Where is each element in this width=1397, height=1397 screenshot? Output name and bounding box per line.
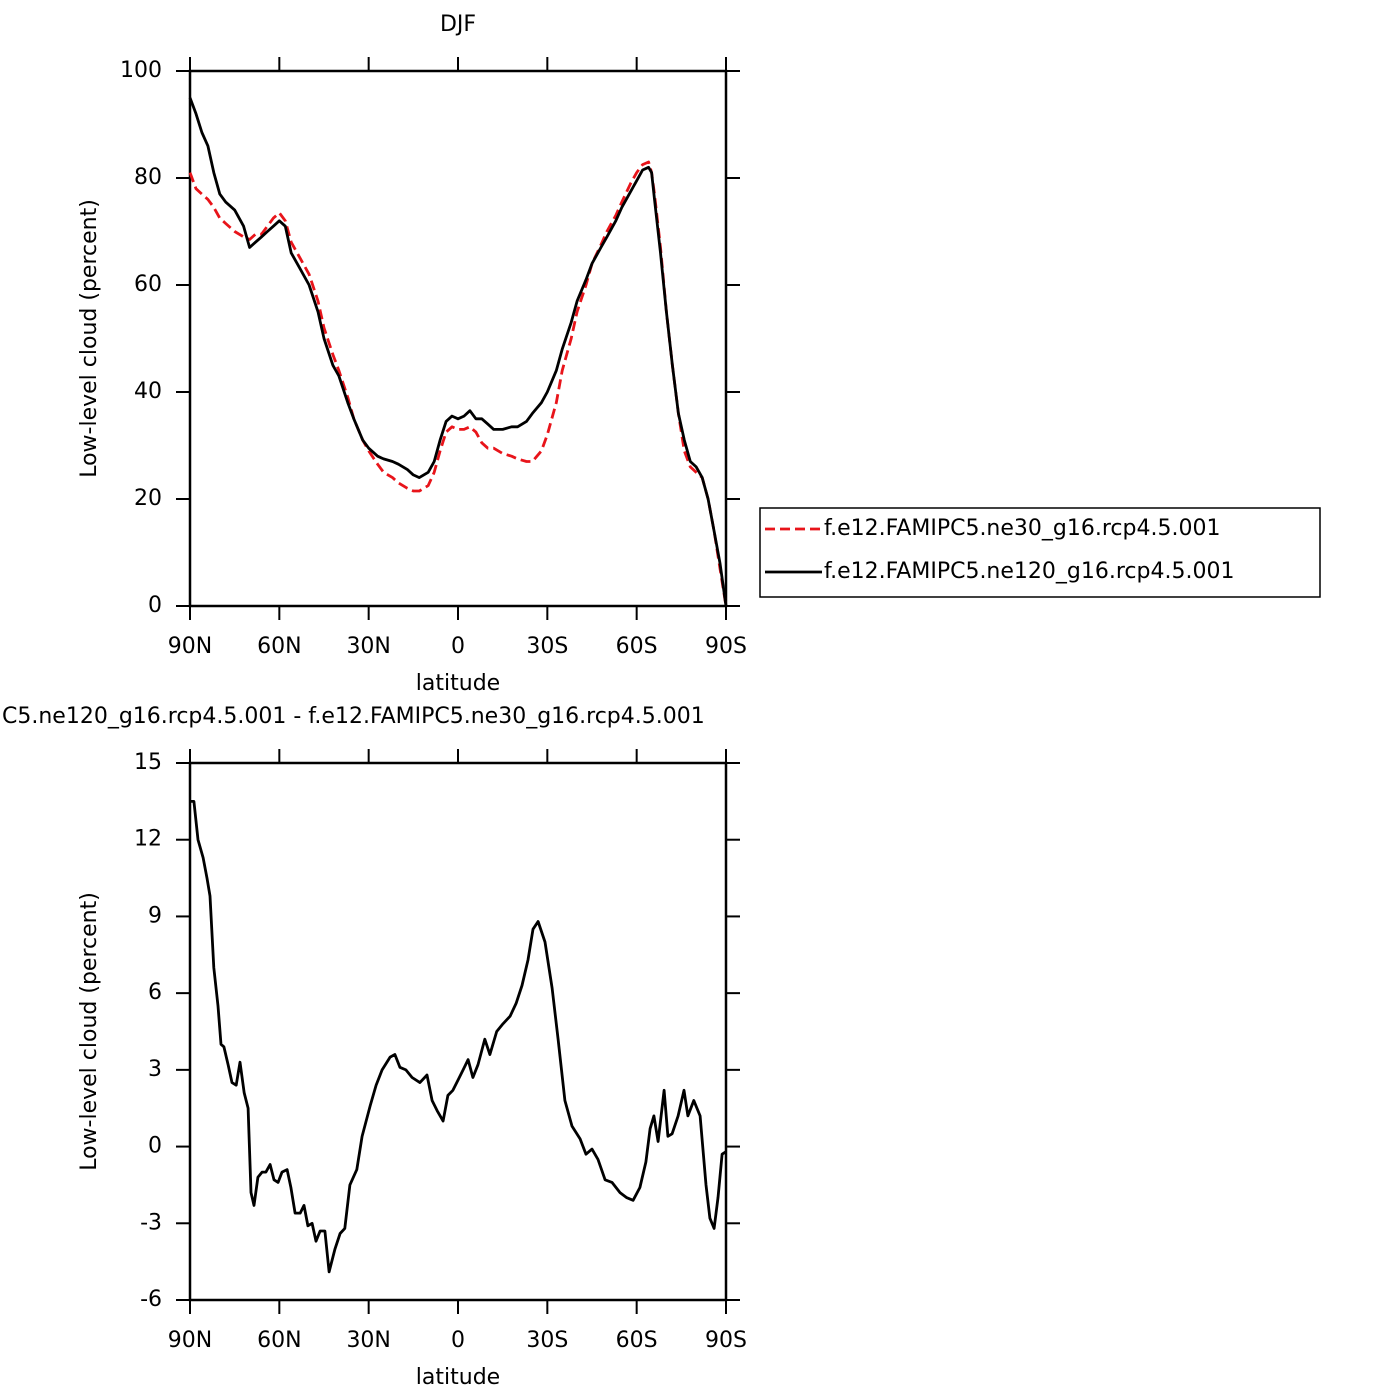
y-tick-label: -6 [140, 1287, 162, 1312]
x-tick-label: 90S [705, 1328, 747, 1353]
y-tick-label: 60 [134, 272, 162, 297]
x-tick-label: 60N [257, 1328, 301, 1353]
x-tick-label: 60N [257, 634, 301, 659]
y-tick-label: 100 [120, 58, 162, 83]
plot-frame [188, 69, 728, 608]
x-tick-label: 0 [451, 634, 465, 659]
x-tick-label: 90N [168, 1328, 212, 1353]
plot-frame [188, 761, 728, 1302]
x-tick-label: 30N [346, 634, 390, 659]
y-tick-label: 0 [148, 1134, 162, 1159]
chart-title: DJF [440, 12, 476, 37]
y-tick-label: -3 [140, 1210, 162, 1235]
y-tick-label: 6 [148, 980, 162, 1005]
x-axis-label: latitude [416, 1365, 500, 1390]
legend-box [759, 507, 1321, 598]
y-tick-label: 20 [134, 486, 162, 511]
x-tick-label: 30S [526, 634, 568, 659]
y-axis-label: Low-level cloud (percent) [77, 892, 102, 1171]
x-tick-label: 90N [168, 634, 212, 659]
x-tick-label: 90S [705, 634, 747, 659]
data-line [190, 800, 727, 1274]
data-line [188, 97, 728, 607]
y-tick-label: 12 [134, 827, 162, 852]
chart-title: C5.ne120_g16.rcp4.5.001 - f.e12.FAMIPC5.… [2, 704, 705, 729]
y-tick-label: 15 [134, 750, 162, 775]
y-axis-label: Low-level cloud (percent) [77, 199, 102, 478]
y-tick-label: 0 [148, 593, 162, 618]
y-tick-label: 40 [134, 379, 162, 404]
x-tick-label: 60S [616, 634, 658, 659]
x-axis-label: latitude [416, 671, 500, 696]
x-tick-label: 60S [616, 1328, 658, 1353]
y-tick-label: 9 [148, 903, 162, 928]
y-tick-label: 3 [148, 1057, 162, 1082]
legend-label: f.e12.FAMIPC5.ne120_g16.rcp4.5.001 [824, 559, 1234, 584]
x-tick-label: 30N [346, 1328, 390, 1353]
legend-label: f.e12.FAMIPC5.ne30_g16.rcp4.5.001 [824, 516, 1220, 541]
y-tick-label: 80 [134, 165, 162, 190]
x-tick-label: 0 [451, 1328, 465, 1353]
x-tick-label: 30S [526, 1328, 568, 1353]
